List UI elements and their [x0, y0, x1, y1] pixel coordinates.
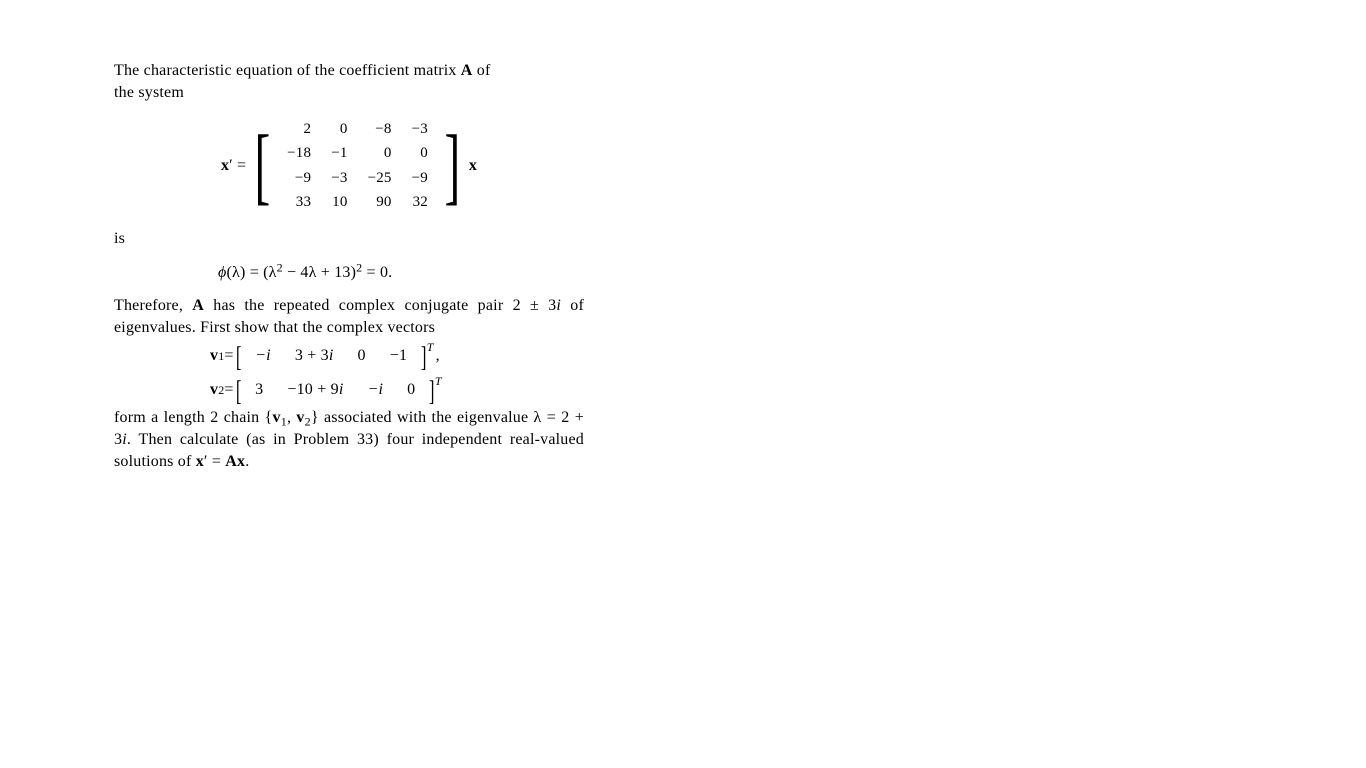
matrix-cell: 10: [321, 190, 357, 214]
matrix-cell: −25: [358, 166, 402, 190]
v2-el-1-val: −10 + 9i: [287, 381, 343, 398]
intro-text-2: the system: [114, 84, 184, 101]
matrix-row: 2 0 −8 −3: [277, 117, 438, 141]
p2-a: Therefore,: [114, 297, 192, 314]
eq-part-3: = 0.: [362, 264, 392, 281]
matrix-cell: 33: [277, 190, 321, 214]
intro-text-1b: of: [473, 62, 491, 79]
eq-part-2: − 4λ + 13): [283, 264, 356, 281]
x-vector: x: [221, 157, 229, 174]
matrix-A-ref: A: [461, 62, 473, 79]
v1-el-1: 3 + 3i: [283, 345, 346, 367]
matrix-cell: 90: [358, 190, 402, 214]
transpose-T-1: T: [427, 339, 434, 355]
p3-x2: x: [237, 453, 245, 470]
v2-el-3: 0: [395, 379, 427, 401]
matrix-row: −18 −1 0 0: [277, 141, 438, 165]
p3-sep: ,: [287, 409, 296, 426]
v2-el-1: −10 + 9i: [275, 379, 355, 401]
v2-el-2: −i: [355, 379, 395, 401]
p3-eq: =: [208, 453, 226, 470]
p3-c: . Then calculate (as in Problem 33) four…: [114, 431, 584, 470]
left-bracket: [: [255, 127, 271, 204]
matrix-row: 33 10 90 32: [277, 190, 438, 214]
transpose-T-2: T: [435, 373, 442, 389]
matrix-cell: −1: [321, 141, 357, 165]
v1-el-0: −i: [243, 345, 283, 367]
v1-equals: =: [224, 345, 233, 367]
matrix-cell: −8: [358, 117, 402, 141]
paragraph-3: form a length 2 chain {v1, v2} associate…: [114, 407, 584, 472]
rhs-x-vector: x: [467, 155, 477, 177]
eq-part-1: (λ) = (λ: [226, 264, 276, 281]
p3-dot: .: [245, 453, 249, 470]
matrix-cell: 32: [402, 190, 438, 214]
matrix-cell: 0: [358, 141, 402, 165]
characteristic-equation: ϕ(λ) = (λ2 − 4λ + 13)2 = 0.: [114, 262, 584, 284]
left-bracket-v1: [: [236, 347, 242, 369]
system-equation: x′ = [ 2 0 −8 −3 −18 −1 0 0 −9 −3 −25 −9: [114, 117, 584, 214]
lhs: x′ =: [221, 155, 248, 177]
matrix-cell: −9: [402, 166, 438, 190]
vector-v2: v2 = [ 3 −10 + 9i −i 0 ]T: [210, 379, 444, 401]
matrix-cell: 0: [402, 141, 438, 165]
p2-A: A: [192, 297, 204, 314]
is-line: is: [114, 228, 584, 250]
v1-comma: ,: [436, 345, 440, 367]
p3-a: form a length 2 chain {: [114, 409, 273, 426]
matrix-cell: −9: [277, 166, 321, 190]
v2-equals: =: [224, 379, 233, 401]
matrix-cell: −18: [277, 141, 321, 165]
intro-text-1: The characteristic equation of the coeff…: [114, 62, 461, 79]
matrix-cell: −3: [402, 117, 438, 141]
p3-A: A: [225, 453, 237, 470]
v2-label-v: v: [210, 379, 218, 401]
paragraph-2: Therefore, A has the repeated complex co…: [114, 295, 584, 338]
matrix-cell: 2: [277, 117, 321, 141]
matrix-cell: 0: [321, 117, 357, 141]
v2-el-0: 3: [243, 379, 275, 401]
matrix-row: −9 −3 −25 −9: [277, 166, 438, 190]
v1-label-v: v: [210, 345, 218, 367]
intro-paragraph: The characteristic equation of the coeff…: [114, 60, 584, 103]
p2-b: has the repeated complex conjugate pair …: [204, 297, 556, 314]
p3-x: x: [196, 453, 204, 470]
left-bracket-v2: [: [236, 381, 242, 403]
vector-v1: v1 = [ −i 3 + 3i 0 −1 ]T ,: [210, 345, 440, 367]
v1-el-2: 0: [346, 345, 378, 367]
p3-v2v: v: [296, 409, 304, 426]
v1-el-3: −1: [378, 345, 419, 367]
p3-v1v: v: [273, 409, 281, 426]
coefficient-matrix: 2 0 −8 −3 −18 −1 0 0 −9 −3 −25 −9 33 10 …: [277, 117, 438, 214]
right-bracket: ]: [444, 127, 460, 204]
problem-text: The characteristic equation of the coeff…: [0, 0, 584, 472]
v1-el-1-val: 3 + 3i: [295, 347, 334, 364]
matrix-cell: −3: [321, 166, 357, 190]
vectors-block: v1 = [ −i 3 + 3i 0 −1 ]T , v2 = [ 3 −10 …: [114, 339, 584, 408]
equals-sign: =: [233, 157, 246, 174]
